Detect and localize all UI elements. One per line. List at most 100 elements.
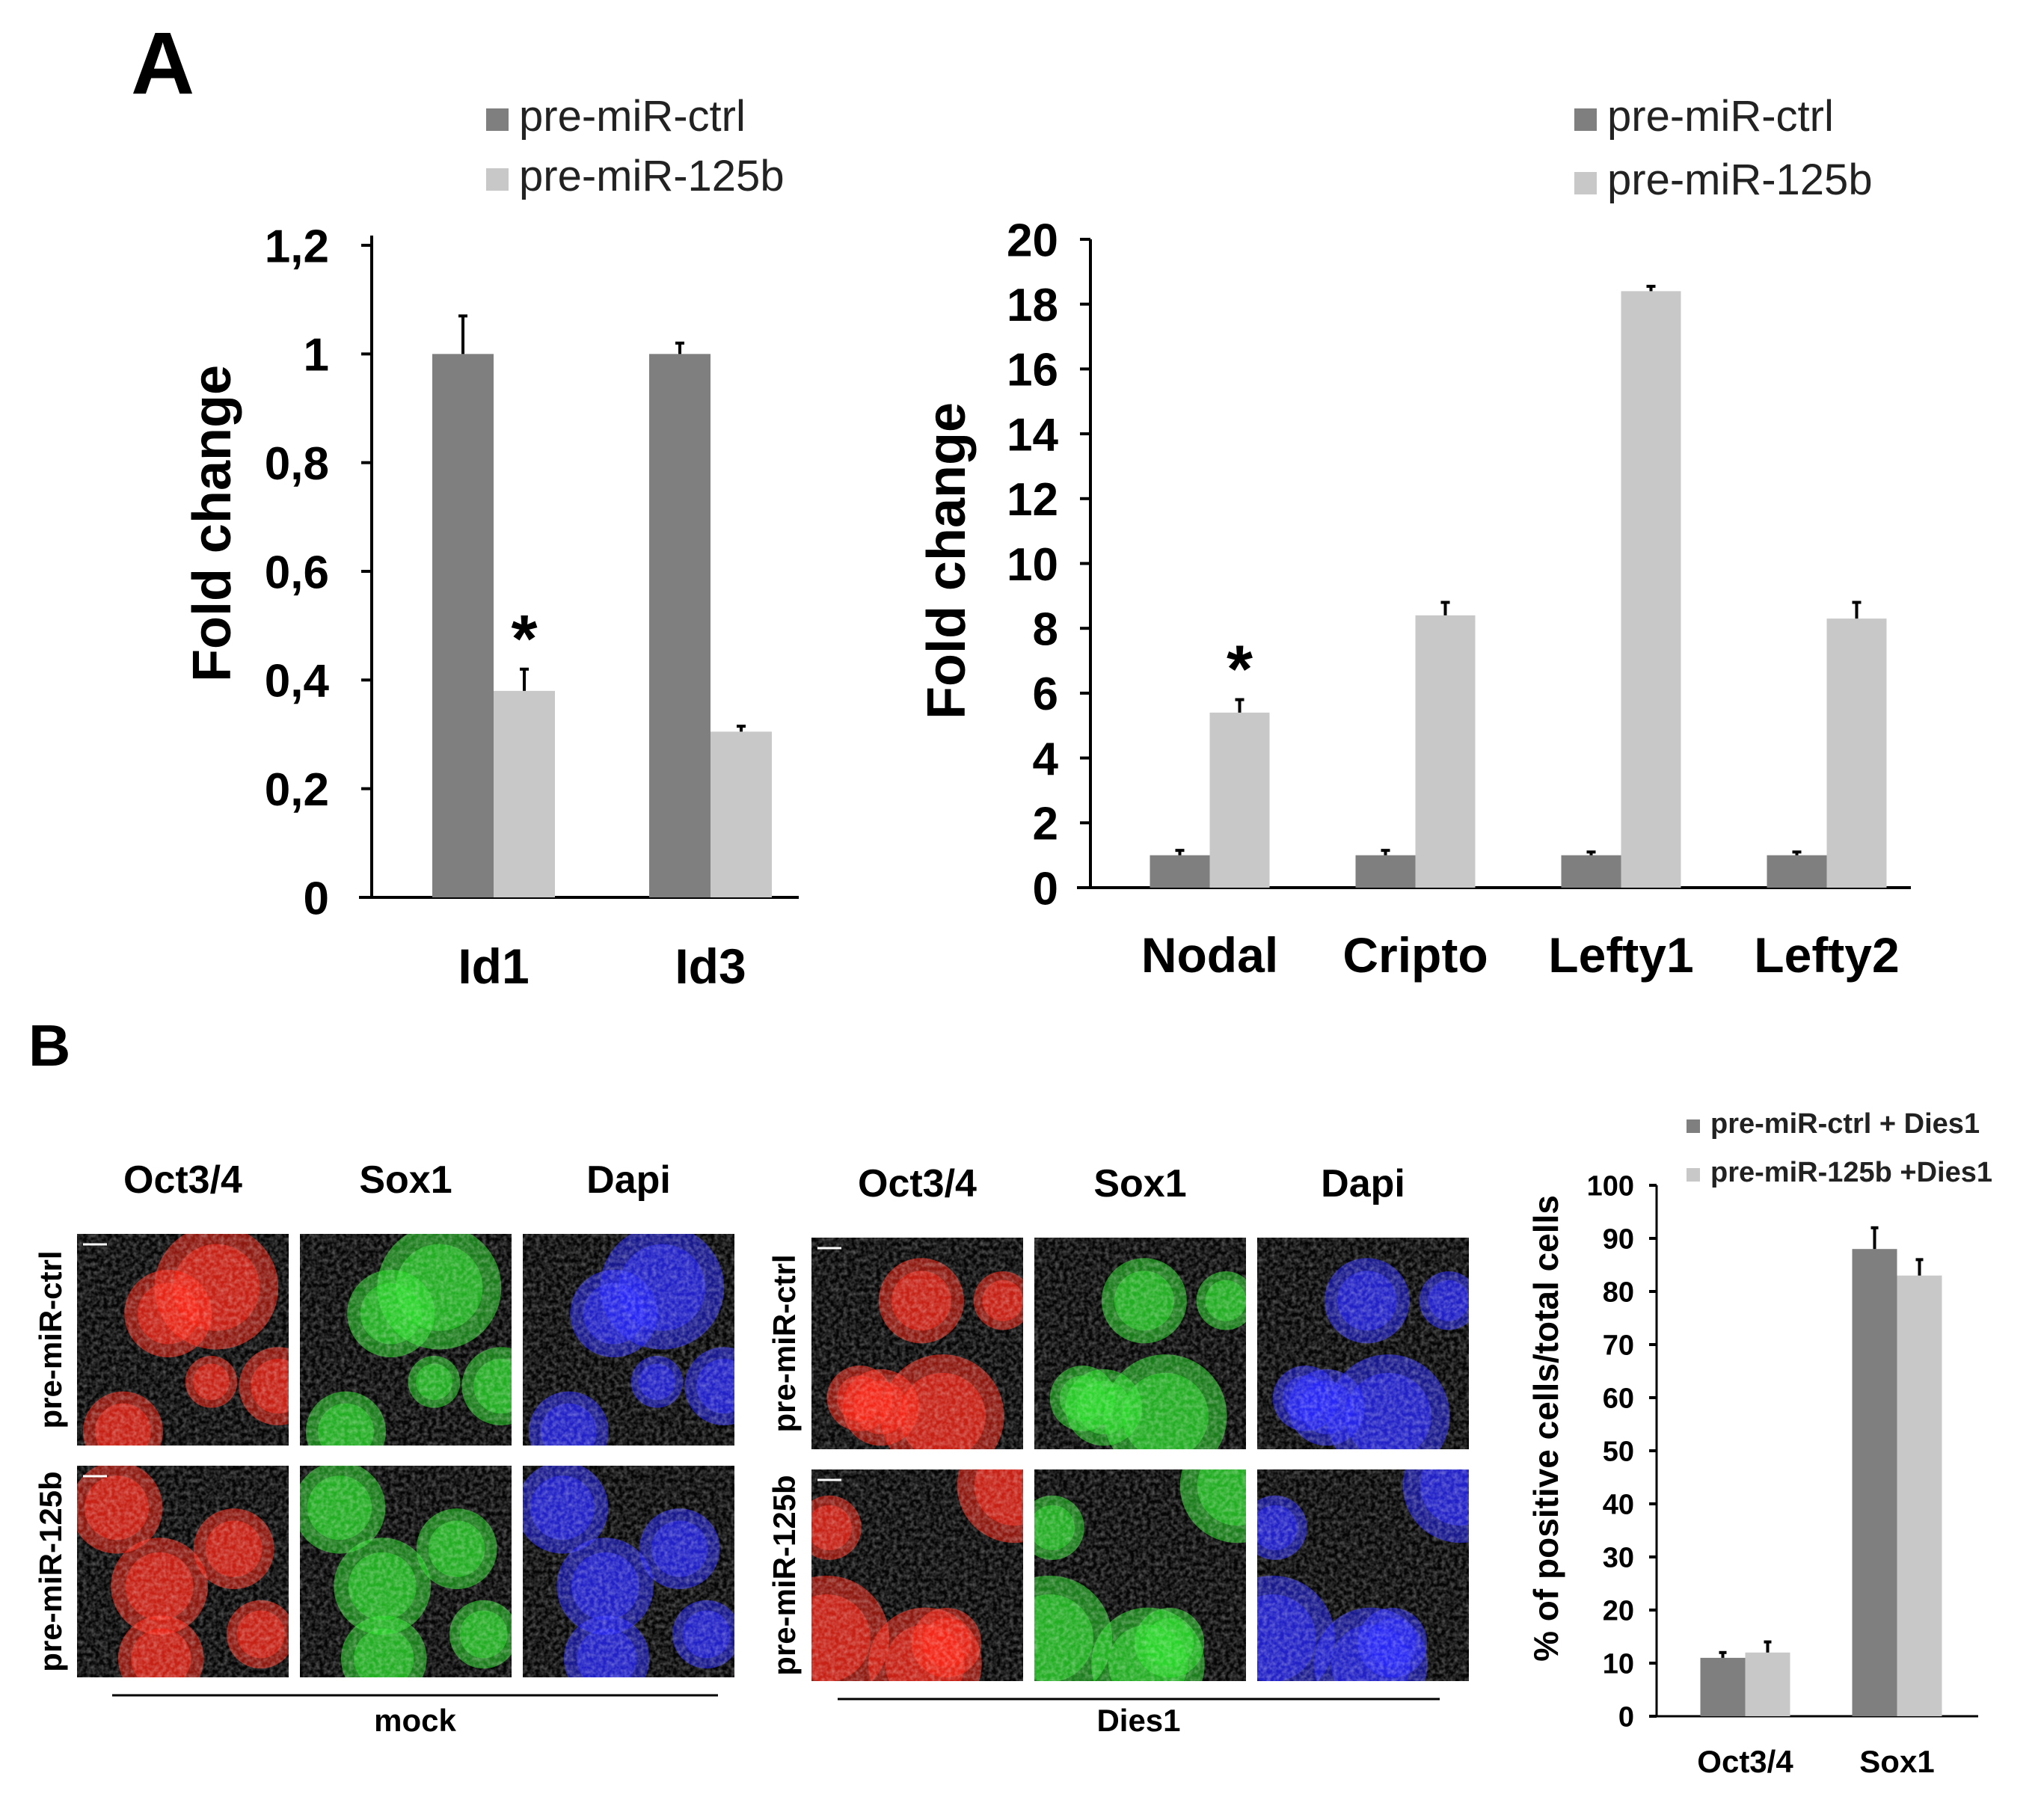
y-tick-label: 20 <box>1007 215 1058 266</box>
bar-lefty2-pre-mir-ctrl <box>1767 855 1827 888</box>
micrograph-dapi-pre-mir-ctrl <box>523 1234 734 1446</box>
legend-label: pre-miR-ctrl <box>519 92 746 141</box>
row-label: pre-miR-125b <box>33 1471 68 1671</box>
column-label: Oct3/4 <box>123 1158 242 1202</box>
micrograph-sox1-pre-mir-ctrl <box>300 1234 512 1446</box>
y-axis-label: Fold change <box>182 365 242 682</box>
bar-id3-pre-mir-125b <box>711 731 772 897</box>
column-label: Dapi <box>586 1158 671 1202</box>
y-tick-label: 10 <box>1603 1649 1634 1680</box>
y-tick-label: 10 <box>1007 539 1058 591</box>
panel-letter-b: B <box>28 1013 70 1078</box>
y-tick-label: 12 <box>1007 474 1058 526</box>
x-category-label: Cripto <box>1342 927 1488 983</box>
y-tick-label: 40 <box>1603 1490 1634 1521</box>
y-tick-label: 50 <box>1603 1437 1634 1468</box>
legend-swatch <box>1574 172 1597 194</box>
legend-label: pre-miR-125b +Dies1 <box>1710 1157 1992 1188</box>
legend-label: pre-miR-ctrl + Dies1 <box>1710 1108 1980 1140</box>
y-tick-label: 1 <box>304 330 329 381</box>
y-tick-label: 80 <box>1603 1277 1634 1309</box>
condition-label: Dies1 <box>1096 1703 1180 1738</box>
y-tick-label: 100 <box>1587 1171 1634 1202</box>
chart-nodal-fold-change: 0 2 4 6 8 10 12 14 16 18 20 Nodal Cripto Lefty1 Lefty… <box>917 92 1911 983</box>
y-tick-label: 30 <box>1603 1543 1634 1574</box>
column-label: Oct3/4 <box>858 1162 977 1205</box>
y-tick-label: 8 <box>1033 604 1058 656</box>
x-category-label: Lefty2 <box>1754 927 1899 983</box>
row-label: pre-miR-ctrl <box>767 1254 802 1432</box>
micrograph-grid-mock: Oct3/4 Sox1 Dapi pre-miR-ctrl pre-miR-125b mo… <box>33 1158 734 1738</box>
bar-lefty2-pre-mir-125b <box>1826 618 1887 888</box>
y-tick-label: 0 <box>1618 1702 1634 1733</box>
condition-label: mock <box>374 1703 456 1738</box>
micrograph-grid-dies1: Oct3/4 Sox1 Dapi pre-miR-ctrl pre-miR-125b Di… <box>767 1162 1469 1738</box>
x-category-label: Oct3/4 <box>1697 1744 1793 1779</box>
bar-lefty1-pre-mir-ctrl <box>1561 855 1621 888</box>
x-category-label: Lefty1 <box>1548 927 1693 983</box>
legend-swatch <box>1574 108 1597 131</box>
micrograph-dapi-pre-mir-125b <box>523 1466 734 1677</box>
y-tick-label: 1,2 <box>265 221 329 272</box>
x-category-label: Id3 <box>675 939 746 994</box>
y-tick-label: 2 <box>1033 799 1058 850</box>
y-tick-label: 0,4 <box>265 656 330 707</box>
column-label: Dapi <box>1321 1162 1405 1205</box>
bar-id1-pre-mir-125b <box>494 690 555 897</box>
column-label: Sox1 <box>359 1158 452 1202</box>
micrograph-sox1-pre-mir-ctrl <box>1034 1238 1246 1449</box>
panel-letter-a: A <box>131 14 194 113</box>
legend-label: pre-miR-125b <box>519 152 785 200</box>
chart-positive-cells: 0 10 20 30 40 50 60 70 80 90 100 Oct3/4 Sox1 % of p… <box>1526 1108 1992 1779</box>
y-tick-label: 70 <box>1603 1330 1634 1362</box>
y-tick-label: 0,2 <box>265 764 329 816</box>
legend-swatch <box>486 168 509 191</box>
micrograph-sox1-pre-mir-125b <box>300 1466 512 1677</box>
y-tick-label: 16 <box>1007 345 1058 396</box>
y-tick-label: 6 <box>1033 669 1058 720</box>
y-tick-label: 0 <box>304 873 329 924</box>
micrograph-dapi-pre-mir-125b <box>1257 1469 1469 1681</box>
y-tick-label: 0,8 <box>265 438 329 490</box>
bar-lefty1-pre-mir-125b <box>1621 291 1681 888</box>
bar-cripto-pre-mir-ctrl <box>1355 855 1416 888</box>
row-label: pre-miR-ctrl <box>33 1250 68 1428</box>
y-tick-label: 18 <box>1007 280 1058 331</box>
micrograph-oct3-4-pre-mir-125b <box>77 1466 289 1677</box>
bar-nodal-pre-mir-ctrl <box>1150 855 1210 888</box>
bar-oct3-4-pre-mir-ctrl-dies1 <box>1700 1657 1746 1716</box>
y-tick-label: 60 <box>1603 1383 1634 1415</box>
bar-sox1-pre-mir-125b-dies1 <box>1897 1275 1942 1716</box>
chart-id-fold-change: 0 0,2 0,4 0,6 0,8 1 1,2 Id1 Id3 * Fold change p… <box>182 92 799 994</box>
bar-oct3-4-pre-mir-125b-dies1 <box>1745 1652 1790 1716</box>
y-tick-label: 90 <box>1603 1224 1634 1256</box>
bar-cripto-pre-mir-125b <box>1415 615 1476 888</box>
legend-label: pre-miR-ctrl <box>1607 92 1834 141</box>
micrograph-oct3-4-pre-mir-ctrl <box>77 1234 289 1446</box>
x-category-label: Sox1 <box>1859 1744 1934 1779</box>
x-category-label: Id1 <box>458 939 529 994</box>
x-category-label: Nodal <box>1141 927 1278 983</box>
micrograph-oct3-4-pre-mir-ctrl <box>811 1238 1023 1449</box>
y-axis-label: Fold change <box>917 402 977 719</box>
micrograph-oct3-4-pre-mir-125b <box>811 1469 1023 1681</box>
y-tick-label: 0 <box>1033 863 1058 915</box>
y-tick-label: 20 <box>1603 1596 1634 1627</box>
legend-label: pre-miR-125b <box>1607 156 1873 204</box>
legend-swatch <box>1687 1119 1700 1133</box>
significance-asterisk: * <box>511 602 537 677</box>
y-tick-label: 0,6 <box>265 547 329 598</box>
bar-id3-pre-mir-ctrl <box>649 354 711 897</box>
row-label: pre-miR-125b <box>767 1475 802 1675</box>
legend-swatch <box>1687 1168 1700 1182</box>
bar-nodal-pre-mir-125b <box>1209 712 1270 888</box>
bar-id1-pre-mir-ctrl <box>432 354 494 897</box>
micrograph-sox1-pre-mir-125b <box>1034 1469 1246 1681</box>
y-tick-label: 14 <box>1007 409 1058 461</box>
bar-sox1-pre-mir-ctrl-dies1 <box>1852 1249 1897 1716</box>
legend-swatch <box>486 108 509 131</box>
column-label: Sox1 <box>1093 1162 1186 1205</box>
y-tick-label: 4 <box>1033 734 1059 785</box>
micrograph-dapi-pre-mir-ctrl <box>1257 1238 1469 1449</box>
